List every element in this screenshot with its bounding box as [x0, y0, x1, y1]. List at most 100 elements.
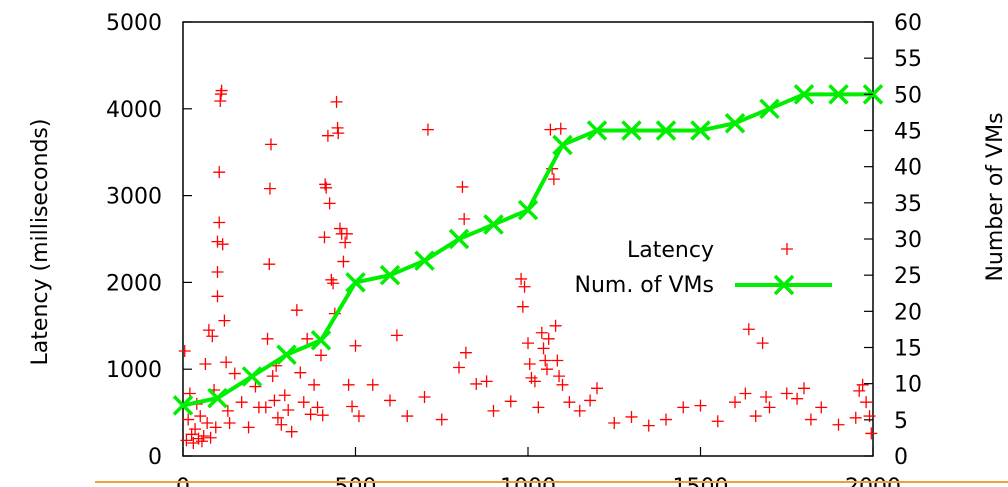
latency-point: [180, 434, 193, 447]
latency-point: [332, 127, 345, 140]
latency-point: [197, 430, 210, 443]
latency-point: [791, 392, 804, 405]
latency-series: [178, 84, 878, 449]
latency-point: [523, 357, 536, 370]
latency-point: [584, 394, 597, 407]
legend-marks: [735, 243, 832, 296]
latency-point: [330, 95, 343, 108]
latency-point: [518, 280, 531, 293]
legend-mark-latency: [781, 243, 793, 255]
latency-point: [278, 389, 291, 402]
latency-point: [525, 371, 538, 384]
vms-point: [310, 330, 332, 351]
latency-point: [259, 401, 272, 414]
latency-point: [221, 404, 234, 417]
latency-point: [711, 415, 724, 428]
latency-point: [749, 410, 762, 423]
latency-point: [268, 394, 281, 407]
y2-tick-label: 55: [894, 47, 922, 72]
latency-point: [832, 418, 845, 431]
latency-point: [480, 375, 493, 388]
latency-point: [202, 324, 215, 337]
y2-tick-label: 10: [894, 373, 922, 398]
latency-point: [220, 356, 233, 369]
latency-point: [213, 166, 226, 179]
latency-point: [271, 411, 284, 424]
legend-label-vms: Num. of VMs: [574, 273, 714, 298]
y-tick-label: 4000: [106, 98, 162, 123]
vms-point: [793, 84, 815, 105]
latency-point: [318, 231, 331, 244]
y2-tick-label: 40: [894, 156, 922, 181]
latency-point: [660, 413, 672, 426]
vms-point: [690, 120, 711, 141]
latency-point: [327, 277, 340, 290]
vms-point: [621, 120, 642, 141]
latency-point: [804, 413, 817, 426]
y-tick-label: 5000: [106, 11, 162, 36]
latency-point: [515, 272, 528, 285]
latency-point: [308, 378, 321, 391]
vms-point: [759, 98, 780, 120]
latency-point: [756, 337, 769, 350]
latency-point: [547, 173, 560, 186]
latency-point: [418, 390, 431, 403]
latency-point: [214, 94, 227, 107]
legend-mark-vms: [773, 274, 795, 296]
latency-point: [642, 419, 655, 432]
y-axis-title: Latency (milliseconds): [28, 119, 53, 366]
latency-point: [798, 382, 810, 395]
latency-point: [275, 418, 288, 431]
latency-point: [320, 181, 333, 194]
latency-point: [218, 314, 231, 327]
latency-point: [384, 394, 396, 407]
latency-point: [573, 404, 586, 417]
latency-point: [235, 396, 248, 409]
latency-point: [532, 401, 545, 414]
y2-tick-label: 45: [894, 120, 922, 145]
latency-point: [401, 410, 414, 423]
latency-point: [453, 361, 465, 374]
vms-point: [448, 228, 470, 250]
latency-point: [352, 410, 365, 423]
latency-point: [554, 122, 567, 135]
latency-point: [366, 378, 379, 391]
vms-point: [655, 120, 677, 141]
y2-tick-label: 35: [894, 192, 922, 217]
latency-point: [294, 366, 307, 379]
latency-point: [459, 346, 472, 359]
latency-point: [549, 319, 562, 332]
latency-point: [760, 390, 773, 403]
latency-point: [325, 273, 338, 286]
vms-point: [552, 134, 573, 156]
vms-line: [182, 92, 873, 408]
latency-point: [553, 370, 566, 383]
latency-point: [301, 332, 314, 345]
latency-point: [742, 323, 755, 336]
latency-point: [211, 265, 224, 278]
legend-label-latency: Latency: [627, 238, 714, 263]
latency-point: [249, 380, 262, 393]
latency-point: [504, 395, 517, 408]
legend: Latency Num. of VMs: [574, 238, 832, 298]
latency-point: [556, 378, 569, 391]
latency-point: [516, 300, 529, 313]
latency-point: [333, 222, 346, 235]
y2-axis-title: Number of VMs: [983, 112, 1008, 281]
y2-tick-label: 30: [894, 228, 922, 253]
latency-point: [694, 399, 707, 412]
latency-point: [608, 417, 621, 430]
latency-point: [470, 377, 483, 390]
vms-point: [241, 366, 263, 387]
latency-point: [285, 425, 298, 438]
latency-point: [739, 387, 752, 400]
y2-tick-label: 0: [894, 445, 908, 470]
y2-tick-label: 25: [894, 264, 922, 289]
latency-point: [211, 290, 224, 303]
latency-point: [263, 182, 276, 195]
latency-point: [211, 235, 224, 248]
vms-point: [207, 387, 228, 409]
vms-point: [345, 272, 366, 293]
latency-point: [189, 423, 202, 436]
